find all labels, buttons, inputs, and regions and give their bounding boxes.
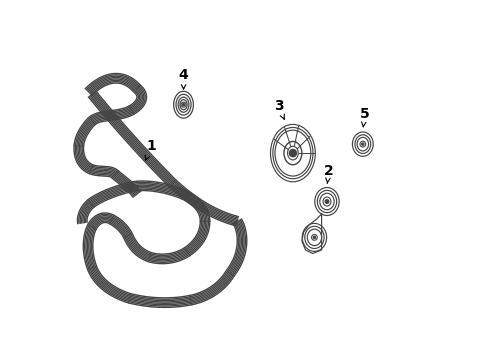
Circle shape xyxy=(361,143,363,145)
Text: 2: 2 xyxy=(323,164,333,184)
Circle shape xyxy=(182,104,184,106)
Text: 5: 5 xyxy=(359,107,369,127)
Circle shape xyxy=(313,236,315,238)
Text: 3: 3 xyxy=(273,99,284,119)
Text: 4: 4 xyxy=(178,68,188,89)
Text: 1: 1 xyxy=(145,139,156,160)
Circle shape xyxy=(289,149,296,157)
Circle shape xyxy=(325,200,328,203)
